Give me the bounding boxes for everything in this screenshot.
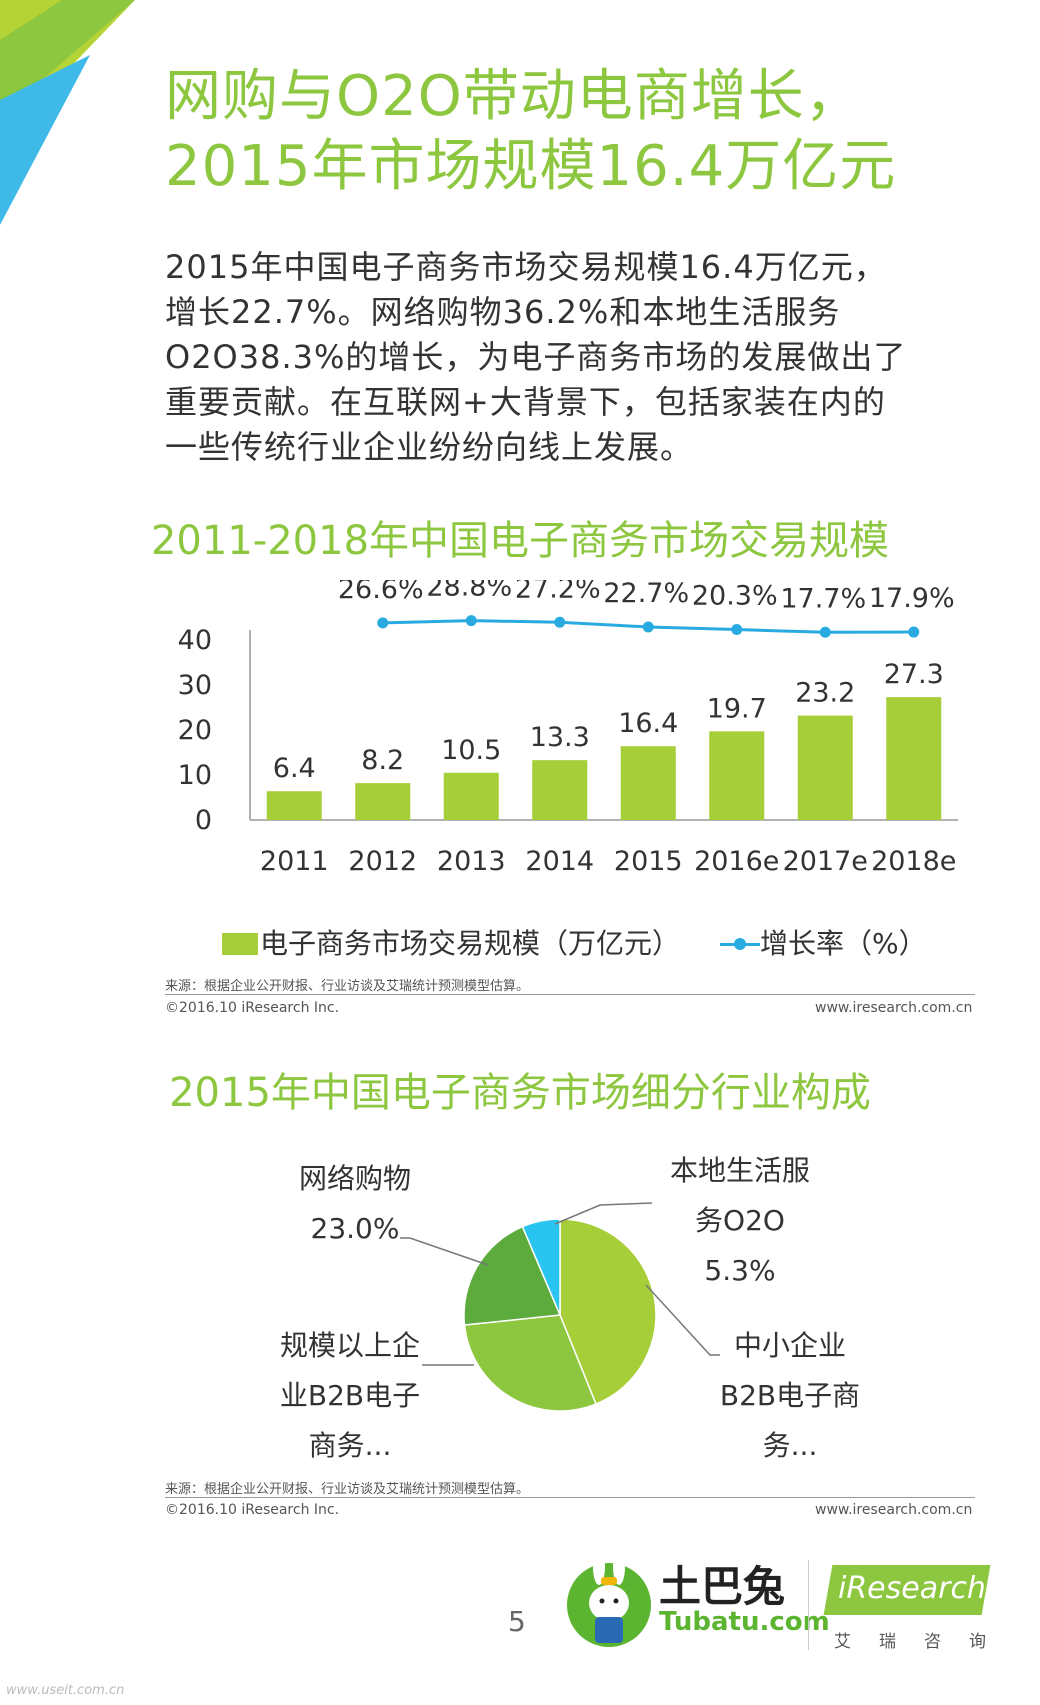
y-tick-label: 20	[178, 715, 212, 746]
bar-value-label: 16.4	[618, 708, 678, 739]
bar-2016e	[709, 731, 765, 820]
x-tick-label: 2013	[437, 846, 506, 877]
pie-slice-label: 5.3%	[704, 1254, 775, 1287]
tubatu-en-name: Tubatu.com	[659, 1607, 830, 1637]
growth-rate-point	[465, 615, 477, 627]
x-tick-label: 2012	[348, 846, 417, 877]
pie-slice-label: 中小企业	[734, 1329, 846, 1362]
tubatu-cn-name: 土巴兔	[659, 1562, 786, 1611]
corner-decoration	[0, 0, 135, 225]
x-tick-label: 2015	[614, 846, 683, 877]
page-title-line-2: 2015年市场规模16.4万亿元	[165, 134, 897, 199]
bar-chart-legend: 电子商务市场交易规模（万亿元） 增长率（%）	[222, 922, 927, 962]
copyright-1: ©2016.10 iResearch Inc.	[165, 1000, 340, 1016]
legend-line-label: 增长率（%）	[760, 927, 927, 960]
pie-slice-label: 规模以上企	[280, 1329, 420, 1362]
legend-bar-swatch	[222, 933, 258, 955]
pie-slice-label: 商务...	[309, 1429, 392, 1460]
bar-2012	[355, 783, 411, 820]
bar-chart-title: 2011-2018年中国电子商务市场交易规模	[150, 518, 890, 564]
y-tick-label: 0	[195, 805, 212, 836]
growth-rate-label: 17.9%	[869, 583, 955, 614]
rabbit-mascot-icon	[567, 1549, 651, 1647]
legend-line-swatch	[720, 933, 761, 955]
bar-2013	[443, 772, 499, 820]
bar-value-label: 10.5	[441, 735, 501, 766]
growth-rate-point	[554, 616, 566, 628]
bar-2017e	[797, 715, 853, 820]
growth-rate-label: 17.7%	[780, 583, 866, 614]
intro-line-3: O2O38.3%的增长，为电子商务市场的发展做出了	[165, 338, 907, 376]
pie-slice-label: 本地生活服	[670, 1154, 810, 1187]
bar-2015	[620, 746, 676, 820]
x-tick-label: 2017e	[783, 846, 868, 877]
watermark: www.useit.com.cn	[6, 1683, 125, 1698]
growth-rate-point	[908, 626, 920, 638]
iresearch-cn-name: 艾瑞咨询	[834, 1632, 1014, 1652]
y-tick-label: 30	[178, 670, 212, 701]
pie-slice-label: 务...	[763, 1429, 818, 1460]
intro-line-1: 2015年中国电子商务市场交易规模16.4万亿元，	[165, 248, 887, 286]
copyright-2: ©2016.10 iResearch Inc.	[165, 1502, 340, 1518]
pie-slice-label: B2B电子商	[720, 1379, 860, 1412]
bar-value-label: 23.2	[795, 678, 855, 709]
pie-chart-title: 2015年中国电子商务市场细分行业构成	[169, 1070, 871, 1116]
bar-value-label: 27.3	[884, 659, 944, 690]
x-tick-label: 2018e	[871, 846, 956, 877]
bar-2014	[532, 760, 588, 820]
x-tick-label: 2016e	[694, 846, 779, 877]
pie-slice-label: 23.0%	[311, 1212, 400, 1245]
pie-chart-divider	[165, 1497, 975, 1498]
growth-rate-point	[642, 621, 654, 633]
legend-bar-label: 电子商务市场交易规模（万亿元）	[260, 927, 681, 960]
pie-chart-source: 来源：根据企业公开财报、行业访谈及艾瑞统计预测模型估算。	[165, 1482, 530, 1497]
intro-line-5: 一些传统行业企业纷纷向线上发展。	[165, 428, 694, 466]
iresearch-name: iResearch	[838, 1571, 986, 1606]
pie-slice-2	[463, 1225, 562, 1326]
x-tick-label: 2014	[525, 846, 594, 877]
intro-paragraph: 2015年中国电子商务市场交易规模16.4万亿元， 增长22.7%。网络购物36…	[165, 245, 985, 470]
growth-rate-point	[377, 617, 389, 629]
y-tick-label: 40	[178, 625, 212, 656]
growth-rate-label: 20.3%	[692, 581, 778, 612]
page-number: 5	[508, 1605, 526, 1638]
bar-2011	[266, 791, 322, 820]
pie-slice-label: 业B2B电子	[280, 1379, 420, 1412]
pie-slice-0	[559, 1218, 657, 1405]
pie-leader-line	[645, 1284, 720, 1356]
pie-slice-label: 务O2O	[695, 1204, 785, 1237]
growth-rate-label: 27.2%	[515, 580, 601, 604]
page-title-line-1: 网购与O2O带动电商增长，	[165, 64, 862, 129]
bar-value-label: 13.3	[530, 722, 590, 753]
bar-2018e	[886, 697, 942, 820]
pie-slice-3	[521, 1218, 561, 1316]
bar-chart-divider	[165, 994, 975, 995]
growth-rate-label: 22.7%	[603, 580, 689, 609]
bar-value-label: 6.4	[273, 753, 316, 784]
site-url-2: www.iresearch.com.cn	[815, 1502, 973, 1518]
site-url-1: www.iresearch.com.cn	[815, 1000, 973, 1016]
growth-rate-point	[731, 624, 743, 636]
pie-leader-line	[400, 1237, 489, 1266]
logo-divider	[808, 1560, 809, 1650]
bar-value-label: 8.2	[361, 745, 404, 776]
tubatu-logo: 土巴兔 Tubatu.com	[565, 1545, 830, 1655]
bar-value-label: 19.7	[707, 693, 767, 724]
iresearch-logo: iResearch 艾瑞咨询	[823, 1565, 991, 1660]
intro-line-4: 重要贡献。在互联网+大背景下，包括家装在内的	[165, 383, 886, 421]
bar-chart-source: 来源：根据企业公开财报、行业访谈及艾瑞统计预测模型估算。	[165, 979, 530, 994]
pie-slice-1	[463, 1314, 597, 1412]
y-tick-label: 10	[178, 760, 212, 791]
growth-rate-label: 28.8%	[426, 580, 512, 603]
growth-rate-point	[819, 626, 831, 638]
pie-slice-label: 网络购物	[299, 1162, 411, 1195]
x-tick-label: 2011	[260, 846, 329, 877]
pie-leader-line	[554, 1202, 653, 1225]
intro-line-2: 增长22.7%。网络购物36.2%和本地生活服务	[165, 293, 841, 331]
page-title: 网购与O2O带动电商增长， 2015年市场规模16.4万亿元	[165, 62, 896, 202]
growth-rate-label: 26.6%	[338, 580, 424, 605]
bar-chart: 40 30 20 10 0 6.4 2011 8.2 2012 10.5 2013 13.3 2014 1…	[178, 580, 958, 877]
